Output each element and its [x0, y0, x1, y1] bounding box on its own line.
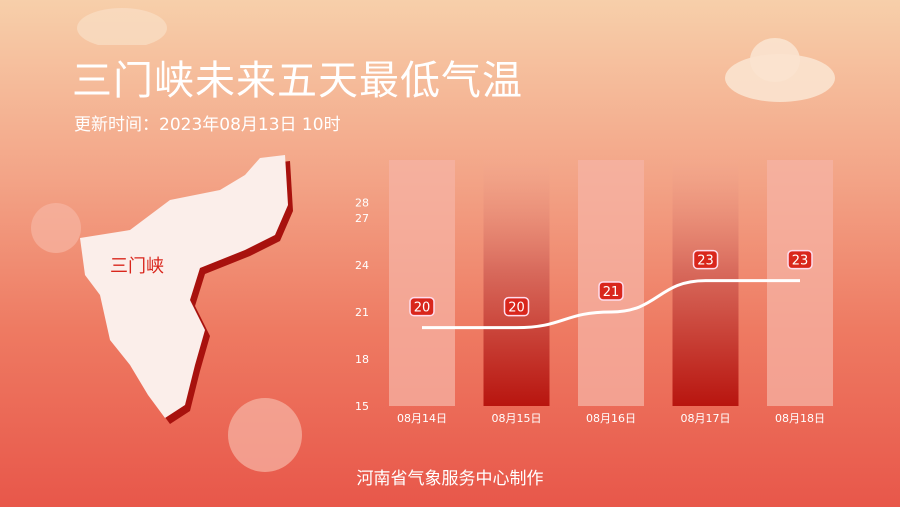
- data-label: 21: [603, 285, 620, 300]
- data-label: 20: [414, 301, 431, 316]
- temperature-line: [422, 279, 800, 330]
- data-label-box: [598, 281, 624, 301]
- lotus-leaf-icon: [228, 398, 302, 472]
- data-label: 23: [697, 254, 714, 269]
- y-tick-label: 15: [355, 400, 369, 413]
- lotus-leaf-icon: [31, 203, 81, 253]
- bar-background: [483, 160, 550, 406]
- footer-credit: 河南省气象服务中心制作: [356, 469, 544, 489]
- x-tick-label: 08月14日: [397, 412, 447, 425]
- x-tick-label: 08月15日: [492, 412, 542, 425]
- sanmenxia-map: [80, 155, 293, 424]
- x-tick-label: 08月17日: [681, 412, 731, 425]
- y-tick-label: 28: [355, 196, 369, 209]
- x-tick-label: 08月18日: [775, 412, 825, 425]
- y-tick-label: 18: [355, 353, 369, 366]
- cloud-icon: [725, 38, 835, 102]
- map-label: 三门峡: [110, 256, 164, 277]
- data-label-box: [503, 296, 530, 317]
- bar-background: [389, 160, 455, 406]
- y-tick-label: 27: [355, 212, 369, 225]
- bar-background: [767, 160, 833, 406]
- data-label: 20: [508, 301, 525, 316]
- y-tick-label: 24: [355, 259, 369, 272]
- update-time: 更新时间：2023年08月13日 10时: [74, 115, 341, 135]
- cloud-icon: [77, 8, 167, 45]
- page-title: 三门峡未来五天最低气温: [72, 58, 523, 104]
- x-tick-label: 08月16日: [586, 412, 636, 425]
- data-label-box: [692, 249, 719, 270]
- data-label-box: [409, 296, 435, 317]
- data-label: 23: [792, 254, 809, 269]
- data-label-box: [787, 249, 813, 270]
- y-tick-label: 21: [355, 306, 369, 319]
